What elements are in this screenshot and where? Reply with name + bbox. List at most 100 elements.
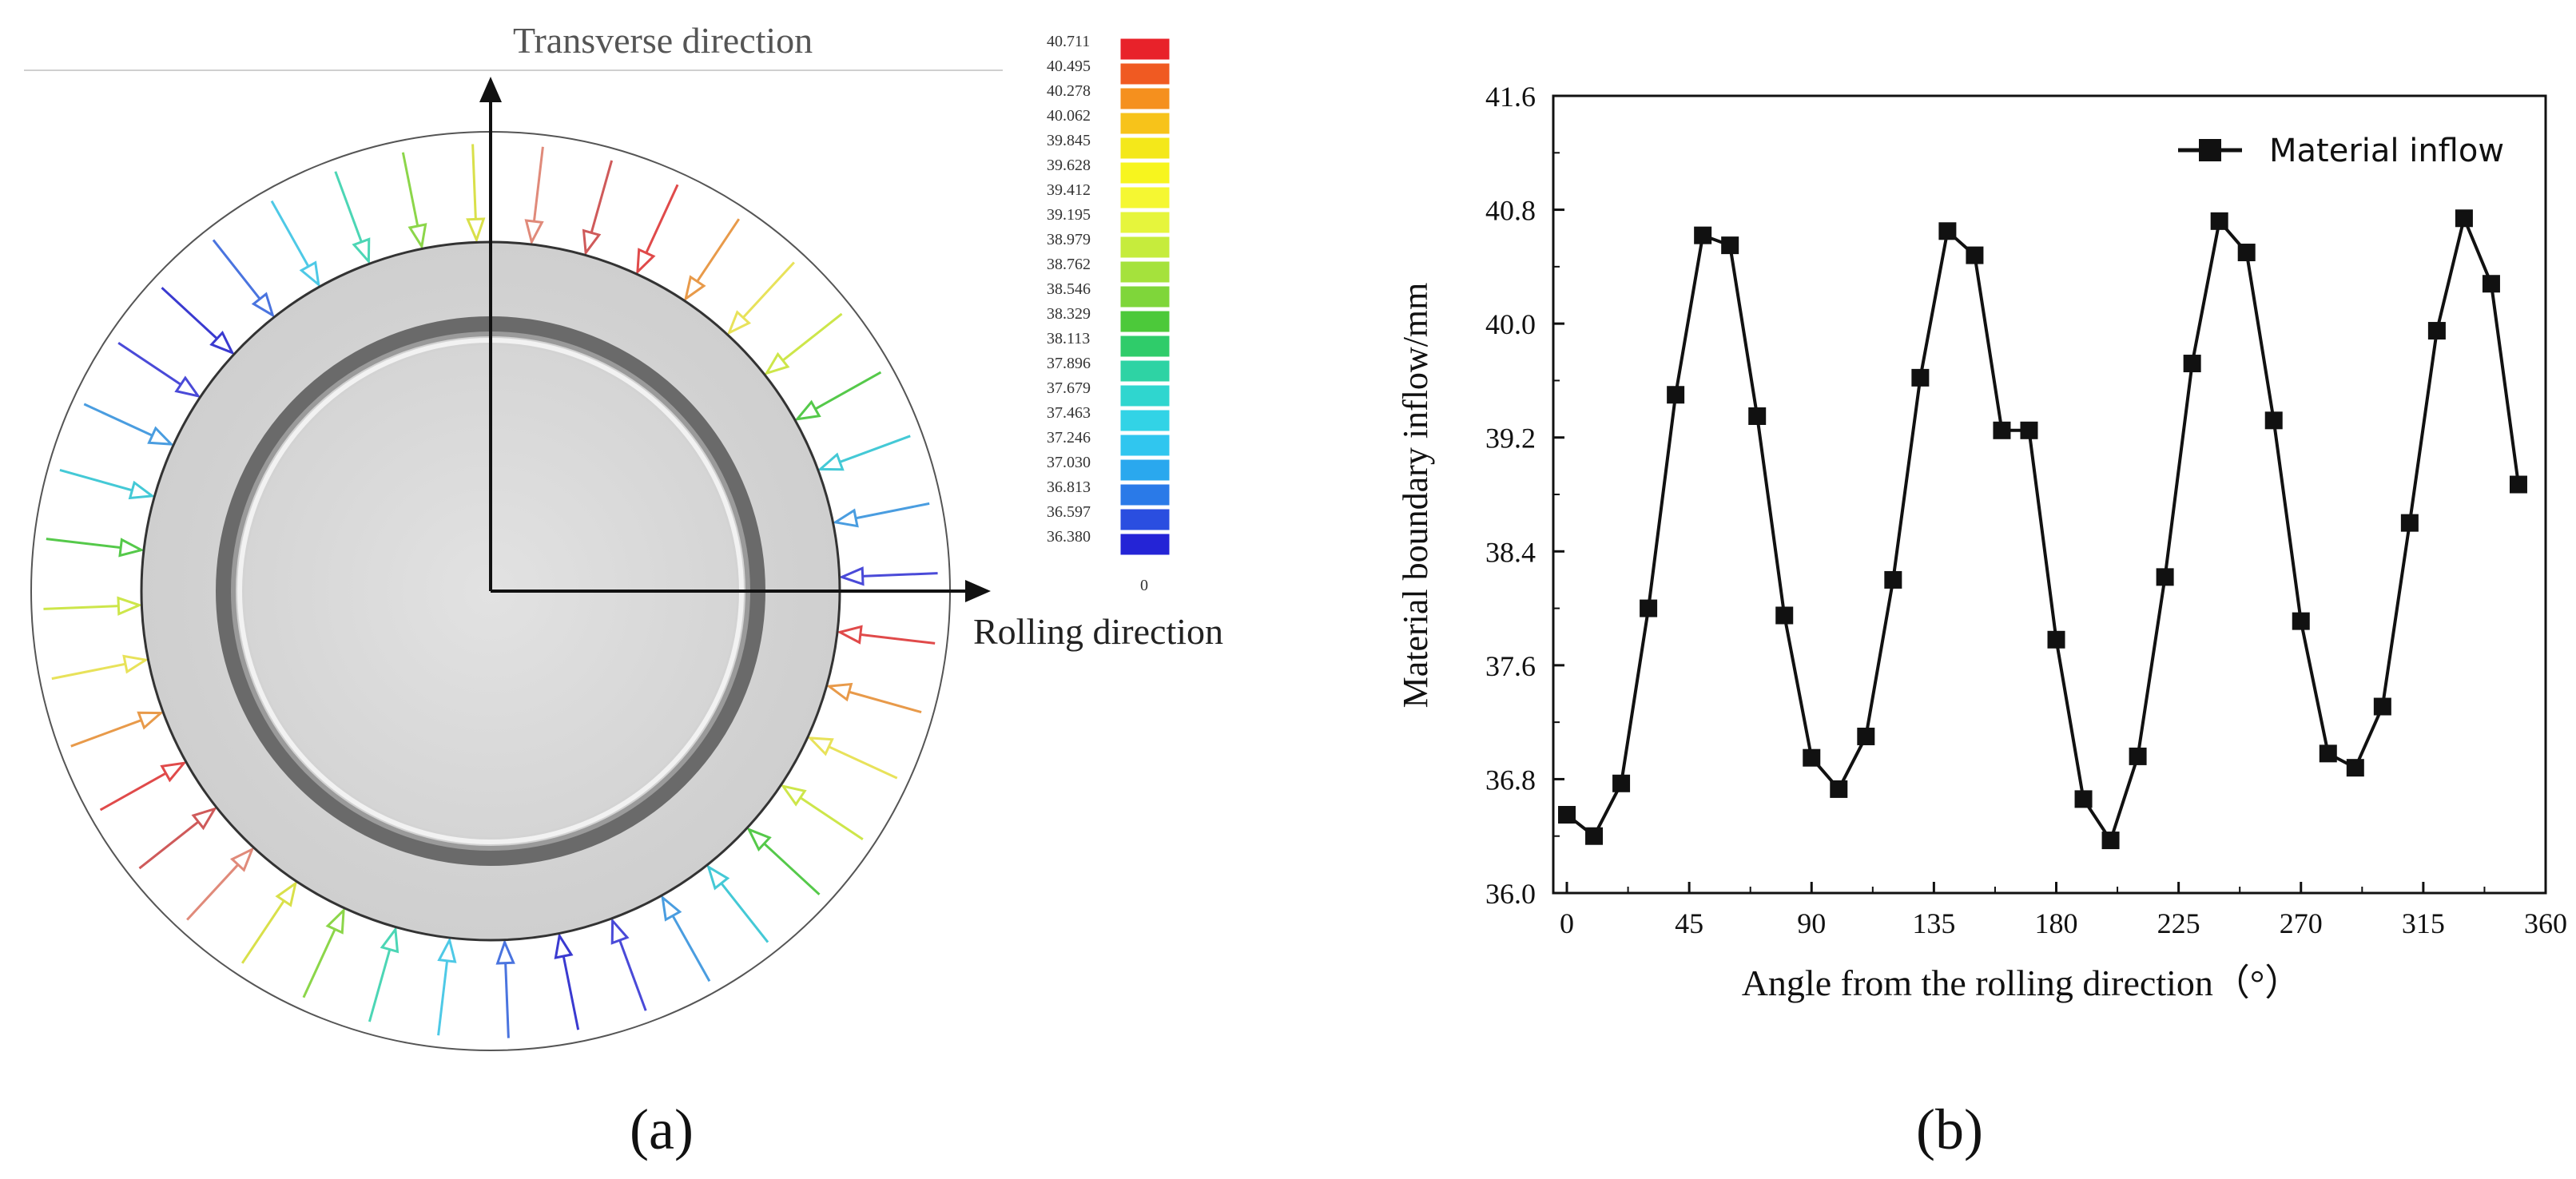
data-point-material-inflow [2427, 322, 2446, 340]
data-point-material-inflow [1966, 246, 1984, 264]
colorbar-swatch [1119, 508, 1171, 531]
rolling-direction-label: Rolling direction [973, 611, 1223, 652]
panel-a-caption: (a) [630, 1098, 694, 1161]
colorbar-swatch [1119, 483, 1171, 506]
flange-arrow-head [683, 275, 706, 302]
flange-arrow-head [117, 596, 143, 616]
flange-arrow-head [836, 625, 863, 645]
data-point-material-inflow [1993, 421, 2011, 439]
x-tick-label: 180 [2035, 907, 2078, 939]
colorbar-value: 37.679 [1047, 379, 1091, 397]
series-line-material-inflow [1565, 212, 2520, 844]
data-point-material-inflow [2101, 832, 2120, 850]
data-point-material-inflow [2455, 209, 2473, 228]
colorbar-value: 37.463 [1047, 404, 1091, 422]
flange-arrow-head [726, 310, 752, 335]
y-axis-label: Material boundary inflow/mm [1396, 283, 1435, 709]
colorbar-swatch [1119, 359, 1171, 383]
colorbar-value: 38.113 [1047, 330, 1090, 347]
colorbar-zero-label: 0 [1140, 577, 1148, 594]
data-point-material-inflow [2319, 744, 2337, 763]
colorbar-swatch [1119, 87, 1171, 110]
data-point-material-inflow [2264, 411, 2283, 430]
rolling-axis-arrowhead [965, 580, 991, 602]
flange-arrow-head [325, 907, 345, 935]
transverse-axis-arrowhead [479, 77, 502, 102]
plot-frame [1552, 94, 2547, 895]
panel-b-caption: (b) [1916, 1098, 1983, 1161]
flange-arrow-head [582, 228, 602, 256]
flange-arrow-head [706, 864, 730, 891]
x-tick-label: 0 [1560, 907, 1574, 939]
flange-arrow-head [407, 223, 427, 250]
colorbar-value: 36.380 [1047, 528, 1091, 546]
x-tick-label: 90 [1797, 907, 1826, 939]
flange-arrow-head [838, 566, 865, 586]
colorbar-value: 39.412 [1047, 181, 1091, 199]
flange-arrow-head [746, 827, 772, 852]
flange-arrow-head [495, 939, 515, 965]
colorbar-value: 39.845 [1047, 132, 1091, 149]
y-tick-label: 41.6 [1485, 81, 1536, 113]
flange-arrow-head [128, 480, 156, 500]
colorbar-value: 37.896 [1047, 355, 1091, 372]
data-point-material-inflow [1640, 599, 1658, 617]
colorbar-swatch [1119, 137, 1171, 160]
flange-arrow-head [466, 217, 486, 244]
flange-arrow-head [554, 932, 574, 959]
flange-arrow-head [806, 736, 834, 756]
colorbar-swatch [1119, 310, 1171, 333]
flange-arrow-head [275, 880, 298, 907]
colorbar-value: 39.195 [1047, 206, 1091, 224]
data-point-material-inflow [1830, 780, 1848, 798]
legend-label: Material inflow [2269, 133, 2504, 169]
x-axis: 0 45 90 135 180 225 270 315 360 [1560, 882, 2567, 939]
data-point-material-inflow [2292, 612, 2310, 630]
colorbar-swatch [1119, 384, 1171, 407]
x-tick-label: 45 [1675, 907, 1703, 939]
flange-arrow-head [118, 538, 145, 558]
data-point-material-inflow [1694, 226, 1712, 244]
x-axis-label: Angle from the rolling direction（°） [1742, 963, 2302, 1003]
series-markers [1558, 209, 2527, 850]
flange-arrow-head [524, 219, 544, 246]
colorbar-value: 40.278 [1047, 82, 1091, 100]
colorbar-swatch [1119, 260, 1171, 284]
flange-arrow-head [299, 260, 320, 288]
flange-arrow-head [636, 248, 656, 276]
colorbar-value: 37.030 [1047, 454, 1091, 471]
flange-arrow-head [229, 847, 255, 872]
data-point-material-inflow [2156, 568, 2174, 586]
flange-arrow-head [817, 452, 845, 471]
y-tick-label: 38.4 [1485, 536, 1536, 568]
x-tick-label: 225 [2157, 907, 2200, 939]
series-layer [1558, 209, 2527, 850]
flange-arrow-head [380, 926, 400, 954]
flange-arrow-head [137, 711, 165, 730]
colorbar-swatch [1119, 409, 1171, 432]
colorbar-value: 38.329 [1047, 305, 1091, 323]
colorbar-swatch [1119, 434, 1171, 457]
colorbar-value: 40.495 [1047, 58, 1091, 75]
flange-arrow-head [352, 237, 371, 265]
colorbar-value: 40.062 [1047, 107, 1091, 125]
y-tick-label: 39.2 [1485, 423, 1536, 455]
flange-arrows [43, 144, 938, 1038]
colorbar-value: 37.246 [1047, 429, 1091, 447]
colorbar-value: 36.597 [1047, 503, 1091, 521]
transverse-direction-label: Transverse direction [513, 20, 813, 61]
colorbar-swatch [1119, 236, 1171, 259]
colorbar-value: 38.546 [1047, 280, 1091, 298]
data-point-material-inflow [2482, 275, 2500, 293]
colorbar-value: 39.628 [1047, 157, 1091, 174]
colorbar-value: 40.711 [1047, 33, 1090, 50]
data-point-material-inflow [2237, 244, 2256, 262]
data-point-material-inflow [1884, 570, 1902, 589]
data-point-material-inflow [1585, 827, 1604, 845]
colorbar-swatch [1119, 458, 1171, 482]
data-point-material-inflow [1748, 407, 1767, 425]
data-point-material-inflow [1911, 368, 1930, 387]
colorbar-value: 38.979 [1047, 231, 1091, 248]
panel-b-line-chart: 0 45 90 135 180 225 270 315 360 36.0 36.8 37.6 38.4… [1396, 81, 2567, 1161]
